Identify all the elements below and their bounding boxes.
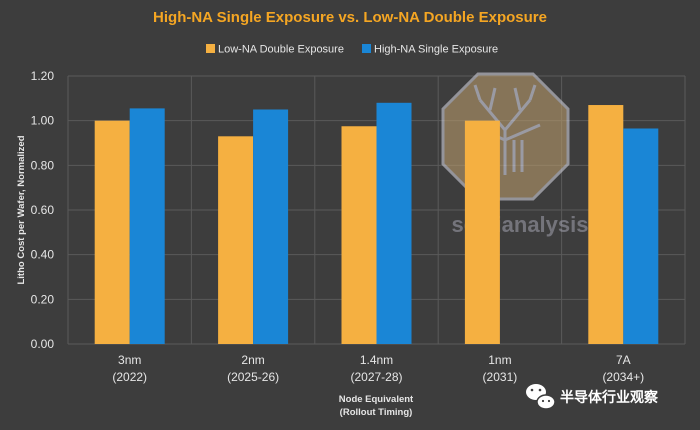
bar-high-na-4 xyxy=(623,128,659,344)
bar-low-na-2 xyxy=(341,126,377,344)
category-timing: (2031) xyxy=(483,370,518,384)
category-label: 1.4nm xyxy=(360,353,393,367)
legend-swatch xyxy=(206,44,215,53)
wechat-badge: 半导体行业观察 xyxy=(526,384,659,410)
y-tick-label: 0.00 xyxy=(31,337,55,351)
y-tick-label: 0.60 xyxy=(31,203,55,217)
category-timing: (2022) xyxy=(112,370,147,384)
legend: Low-NA Double Exposure High-NA Single Exp… xyxy=(206,44,498,56)
y-tick-label: 1.20 xyxy=(31,69,55,83)
category-label: 1nm xyxy=(488,353,511,367)
legend-label: High-NA Single Exposure xyxy=(374,44,498,56)
y-tick-label: 0.40 xyxy=(31,248,55,262)
legend-swatch xyxy=(362,44,371,53)
y-axis-ticks: 0.00 0.20 0.40 0.60 0.80 1.00 1.20 xyxy=(31,69,55,351)
wechat-icon xyxy=(526,384,556,410)
y-tick-label: 0.20 xyxy=(31,292,55,306)
bar-high-na-2 xyxy=(376,102,412,344)
chart-title: High-NA Single Exposure vs. Low-NA Doubl… xyxy=(153,9,547,26)
bar-low-na-0 xyxy=(94,120,130,345)
x-axis-title-line1: Node Equivalent xyxy=(339,394,414,405)
category-timing: (2034+) xyxy=(602,370,644,384)
category-label: 3nm xyxy=(118,353,141,367)
legend-label: Low-NA Double Exposure xyxy=(218,44,344,56)
y-axis-title: Litho Cost per Wafer, Normalized xyxy=(16,135,27,284)
bar-low-na-4 xyxy=(588,105,624,345)
bar-high-na-0 xyxy=(129,108,165,344)
category-label: 2nm xyxy=(241,353,264,367)
x-axis-title-line2: (Rollout Timing) xyxy=(340,407,413,418)
x-axis-categories: 3nm (2022) 2nm (2025-26) 1.4nm (2027-28) 1nm (2… xyxy=(112,353,644,384)
wechat-account-name: 半导体行业观察 xyxy=(560,389,659,405)
semianalysis-logo xyxy=(441,72,570,201)
bars xyxy=(94,102,659,345)
bar-low-na-1 xyxy=(218,136,254,344)
category-label: 7A xyxy=(616,353,631,367)
bar-low-na-3 xyxy=(464,120,500,345)
bar-high-na-1 xyxy=(253,109,289,344)
category-timing: (2025-26) xyxy=(227,370,279,384)
y-tick-label: 0.80 xyxy=(31,158,55,172)
category-timing: (2027-28) xyxy=(350,370,402,384)
y-tick-label: 1.00 xyxy=(31,114,55,128)
